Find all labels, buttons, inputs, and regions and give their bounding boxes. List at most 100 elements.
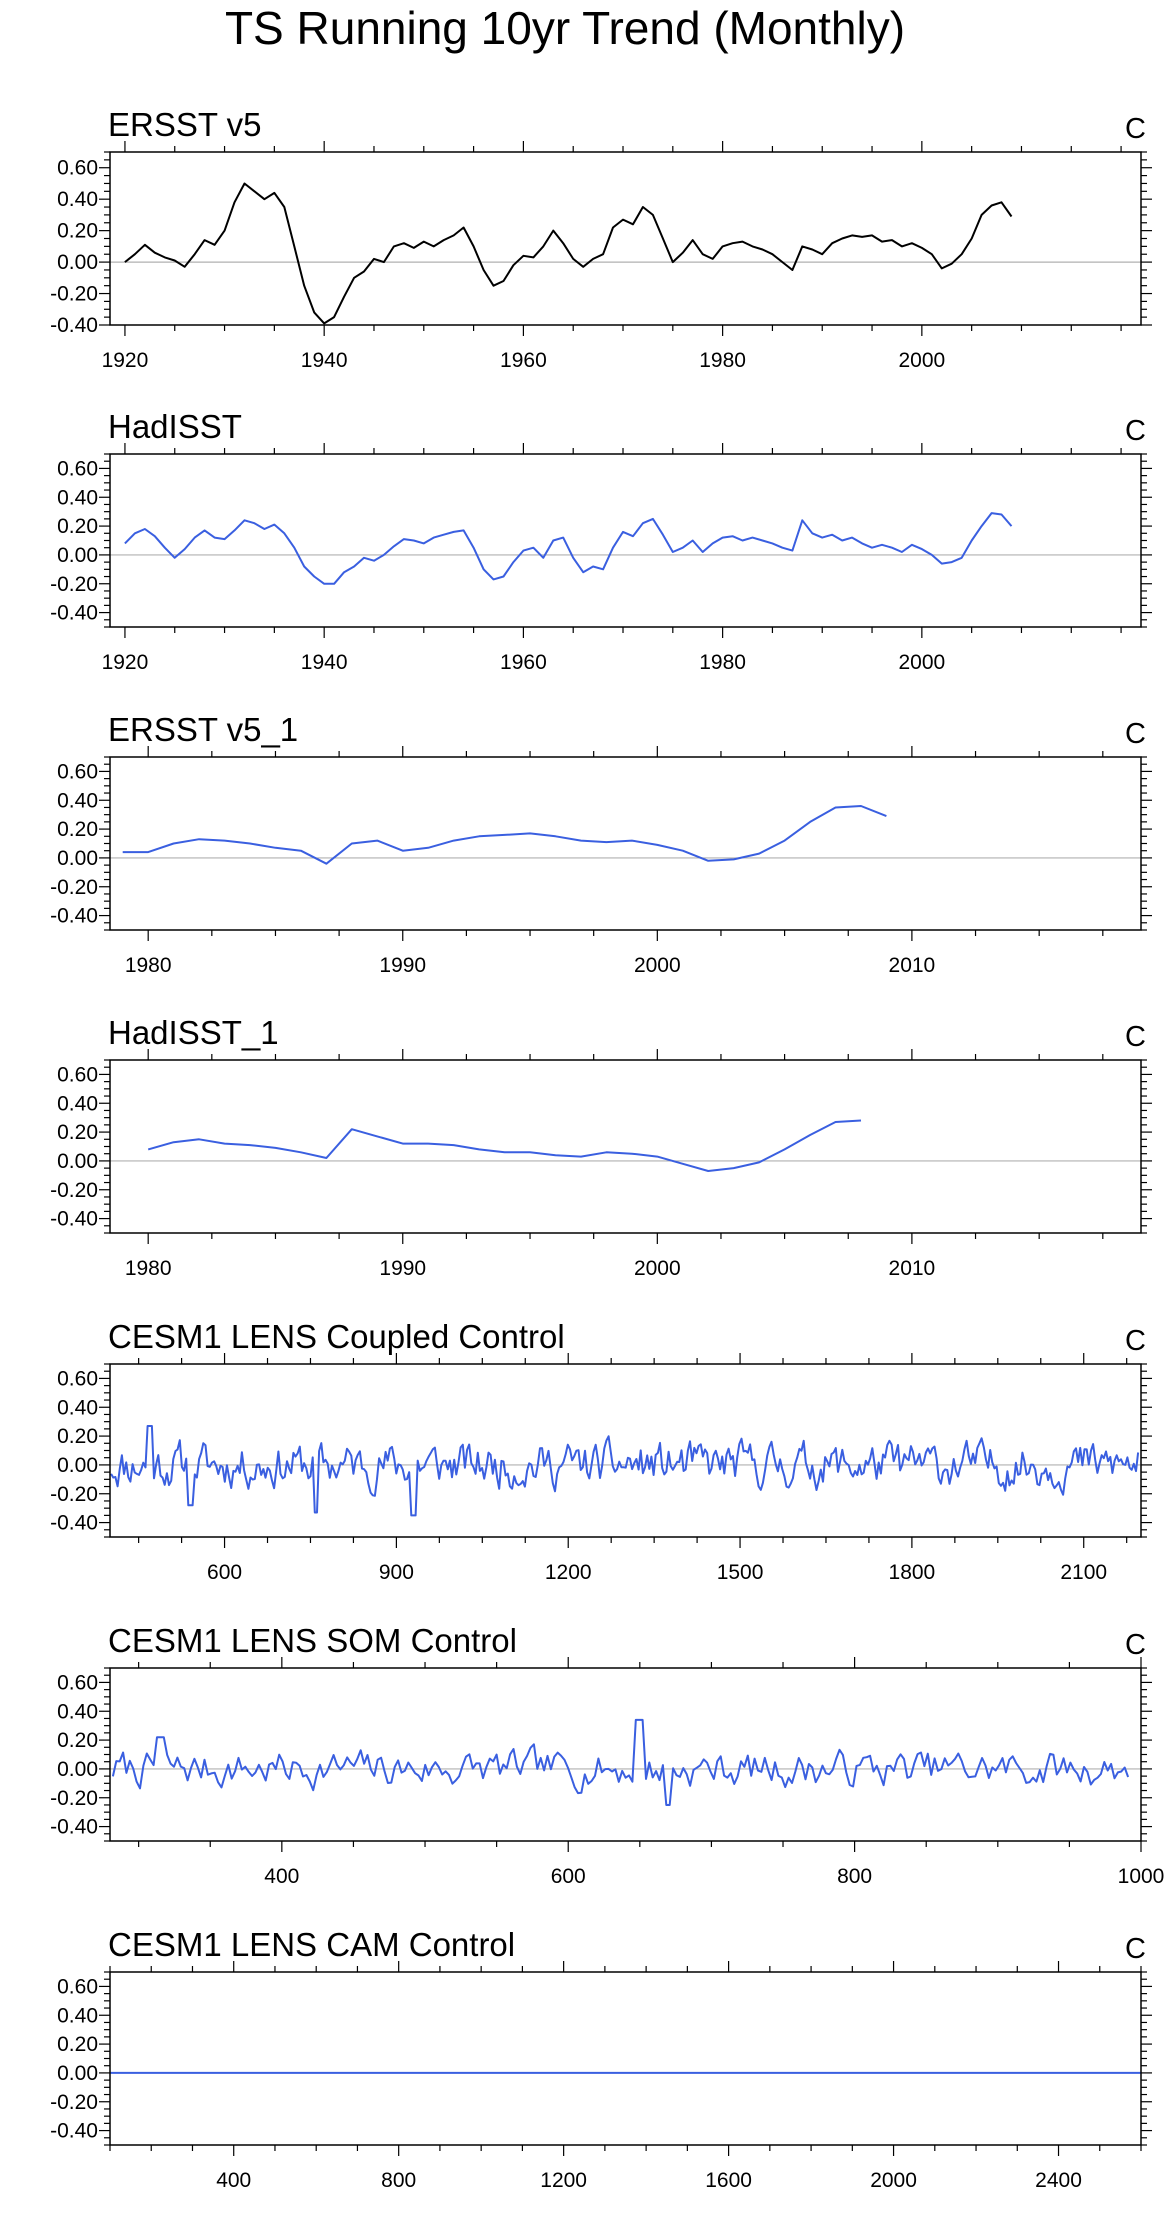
y-tick-label: 0.60 xyxy=(57,157,98,180)
x-tick-label: 2010 xyxy=(889,1257,936,1280)
y-tick-label: 0.20 xyxy=(57,1729,98,1752)
y-tick-label: 0.40 xyxy=(57,188,98,211)
y-tick-label: -0.40 xyxy=(50,1208,98,1231)
y-tick-label: 0.60 xyxy=(57,457,98,480)
plot-frame xyxy=(109,453,1142,628)
plot-frame xyxy=(109,1363,1142,1538)
x-tick-label: 1960 xyxy=(500,651,547,674)
x-tick-label: 1920 xyxy=(102,349,149,372)
x-tick-label: 600 xyxy=(207,1561,242,1584)
y-tick-label: 0.40 xyxy=(57,486,98,509)
x-tick-label: 400 xyxy=(264,1865,299,1888)
y-tick-label: -0.20 xyxy=(50,2091,98,2114)
series-line xyxy=(122,805,887,865)
y-tick-label: -0.40 xyxy=(50,905,98,928)
y-tick-label: -0.40 xyxy=(50,314,98,337)
x-tick-label: 1960 xyxy=(500,349,547,372)
x-tick-label: 1940 xyxy=(301,651,348,674)
y-tick-label: 0.20 xyxy=(57,220,98,243)
x-tick-label: 1800 xyxy=(889,1561,936,1584)
y-tick-label: 0.40 xyxy=(57,1396,98,1419)
chart-panel-5: CESM1 LENS Coupled Control C -0.40 -0.20 0.0… xyxy=(50,1318,1152,1584)
units-label: C xyxy=(1125,1021,1146,1053)
y-tick-label: 0.40 xyxy=(57,2004,98,2027)
y-tick-label: 0.20 xyxy=(57,515,98,538)
y-tick-label: -0.20 xyxy=(50,283,98,306)
panel-title: CESM1 LENS Coupled Control xyxy=(108,1318,565,1355)
y-tick-label: -0.40 xyxy=(50,1512,98,1535)
x-tick-label: 1980 xyxy=(699,651,746,674)
units-label: C xyxy=(1125,1629,1146,1661)
x-tick-label: 2000 xyxy=(870,2169,917,2192)
x-tick-label: 400 xyxy=(216,2169,251,2192)
y-tick-label: 0.20 xyxy=(57,1425,98,1448)
y-tick-label: 0.60 xyxy=(57,760,98,783)
y-tick-label: -0.40 xyxy=(50,2120,98,2143)
x-tick-label: 1990 xyxy=(379,954,426,977)
y-tick-label: -0.40 xyxy=(50,1816,98,1839)
x-tick-label: 800 xyxy=(381,2169,416,2192)
y-tick-label: 0.40 xyxy=(57,1700,98,1723)
series-line xyxy=(110,1425,1140,1517)
units-label: C xyxy=(1125,415,1146,447)
x-tick-label: 1200 xyxy=(540,2169,587,2192)
y-tick-label: 0.00 xyxy=(57,251,98,274)
panel-title: CESM1 LENS CAM Control xyxy=(108,1926,515,1963)
chart-panel-3: ERSST v5_1 C -0.40 -0.20 0.00 0.20 0.40 0.60 198… xyxy=(50,711,1152,977)
series-line xyxy=(124,512,1013,585)
y-tick-label: -0.20 xyxy=(50,876,98,899)
chart-panel-7: CESM1 LENS CAM Control C -0.40 -0.20 0.00 0.2… xyxy=(50,1926,1152,2192)
y-tick-label: 0.20 xyxy=(57,818,98,841)
y-tick-label: 0.60 xyxy=(57,1975,98,1998)
series-line xyxy=(111,1718,1130,1806)
chart-panel-4: HadISST_1 C -0.40 -0.20 0.00 0.20 0.40 0.60 1980… xyxy=(50,1014,1152,1280)
x-tick-label: 2000 xyxy=(634,1257,681,1280)
x-tick-label: 600 xyxy=(551,1865,586,1888)
x-tick-label: 2010 xyxy=(889,954,936,977)
x-tick-label: 1980 xyxy=(125,1257,172,1280)
units-label: C xyxy=(1125,113,1146,145)
x-tick-label: 1500 xyxy=(717,1561,764,1584)
plot-frame xyxy=(109,1059,1142,1234)
x-tick-label: 2100 xyxy=(1060,1561,1107,1584)
plot-frame xyxy=(109,1971,1142,2146)
chart-panel-1: ERSST v5 C -0.40 -0.20 0.00 0.20 0.40 0.60 1920 1… xyxy=(50,106,1152,372)
plot-frame xyxy=(109,756,1142,931)
series-line xyxy=(124,182,1013,325)
y-tick-label: 0.60 xyxy=(57,1063,98,1086)
chart-panel-2: HadISST C -0.40 -0.20 0.00 0.20 0.40 0.60 1920 19… xyxy=(50,408,1152,674)
panel-title: ERSST v5_1 xyxy=(108,711,298,748)
x-tick-label: 2000 xyxy=(898,651,945,674)
y-tick-label: 0.20 xyxy=(57,2033,98,2056)
x-tick-label: 1940 xyxy=(301,349,348,372)
y-tick-label: 0.00 xyxy=(57,544,98,567)
x-tick-label: 1980 xyxy=(699,349,746,372)
series-line xyxy=(147,1119,862,1172)
x-tick-label: 900 xyxy=(379,1561,414,1584)
x-tick-label: 1000 xyxy=(1118,1865,1165,1888)
y-tick-label: 0.00 xyxy=(57,1758,98,1781)
chart-panel-6: CESM1 LENS SOM Control C -0.40 -0.20 0.00 0.2… xyxy=(50,1622,1164,1888)
x-tick-label: 1200 xyxy=(545,1561,592,1584)
y-tick-label: 0.40 xyxy=(57,1092,98,1115)
units-label: C xyxy=(1125,1933,1146,1965)
y-tick-label: 0.00 xyxy=(57,1454,98,1477)
y-tick-label: -0.20 xyxy=(50,1787,98,1810)
y-tick-label: 0.60 xyxy=(57,1367,98,1390)
x-tick-label: 2000 xyxy=(634,954,681,977)
x-tick-label: 2400 xyxy=(1035,2169,1082,2192)
y-tick-label: 0.00 xyxy=(57,1150,98,1173)
units-label: C xyxy=(1125,1325,1146,1357)
plot-frame xyxy=(109,151,1142,326)
x-tick-label: 2000 xyxy=(898,349,945,372)
y-tick-label: 0.00 xyxy=(57,847,98,870)
x-tick-label: 1980 xyxy=(125,954,172,977)
y-tick-label: 0.40 xyxy=(57,789,98,812)
y-tick-label: 0.20 xyxy=(57,1121,98,1144)
panel-title: CESM1 LENS SOM Control xyxy=(108,1622,517,1659)
x-tick-label: 1990 xyxy=(379,1257,426,1280)
panel-title: HadISST_1 xyxy=(108,1014,279,1051)
y-tick-label: -0.20 xyxy=(50,573,98,596)
y-tick-label: -0.20 xyxy=(50,1483,98,1506)
